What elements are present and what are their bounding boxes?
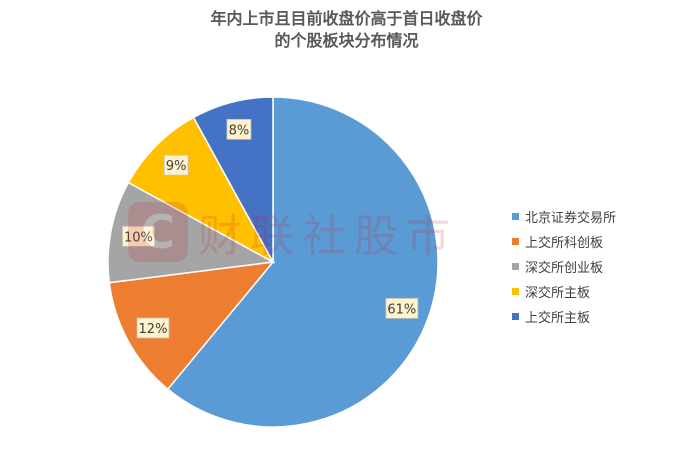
data-label-3: 10% — [122, 225, 155, 247]
legend-label: 上交所科创板 — [525, 236, 604, 251]
chart-title-line-2: 的个股板块分布情况 — [274, 31, 419, 50]
legend-label: 深交所创业板 — [525, 261, 604, 276]
legend-swatch — [512, 288, 519, 295]
pie-slice-3 — [107, 181, 276, 284]
legend-item-2: 上交所科创板 — [512, 229, 616, 254]
pie-slice-5 — [192, 96, 274, 263]
data-label-4: 9% — [163, 154, 189, 176]
chart-title-line-1: 年内上市且目前收盘价高于首日收盘价 — [210, 9, 483, 28]
data-label-5: 8% — [226, 118, 252, 140]
svg-text:8%: 8% — [229, 123, 250, 138]
svg-text:9%: 9% — [166, 159, 187, 174]
svg-text:12%: 12% — [139, 322, 168, 337]
legend-item-5: 上交所主板 — [512, 304, 616, 329]
legend-swatch — [512, 263, 519, 270]
svg-text:10%: 10% — [124, 230, 153, 245]
chart-legend: 北京证券交易所 上交所科创板 深交所创业板 深交所主板上交所主板 — [512, 204, 616, 329]
legend-swatch — [512, 213, 519, 220]
pie-slice-2 — [108, 261, 275, 391]
chart-title: 年内上市且目前收盘价高于首日收盘价 的个股板块分布情况 — [0, 8, 693, 52]
svg-text:61%: 61% — [387, 302, 416, 317]
legend-label: 上交所主板 — [525, 311, 591, 326]
legend-item-4: 深交所主板 — [512, 279, 616, 304]
legend-swatch — [512, 238, 519, 245]
legend-item-1: 北京证券交易所 — [512, 204, 616, 229]
pie-slice-4 — [127, 116, 275, 264]
data-label-1: 61% — [385, 297, 419, 319]
data-label-2: 12% — [136, 317, 170, 339]
legend-label: 深交所主板 — [525, 286, 591, 301]
legend-swatch — [512, 313, 519, 320]
legend-item-3: 深交所创业板 — [512, 254, 616, 279]
pie-slice-1 — [166, 96, 439, 428]
legend-label: 北京证券交易所 — [525, 211, 617, 226]
